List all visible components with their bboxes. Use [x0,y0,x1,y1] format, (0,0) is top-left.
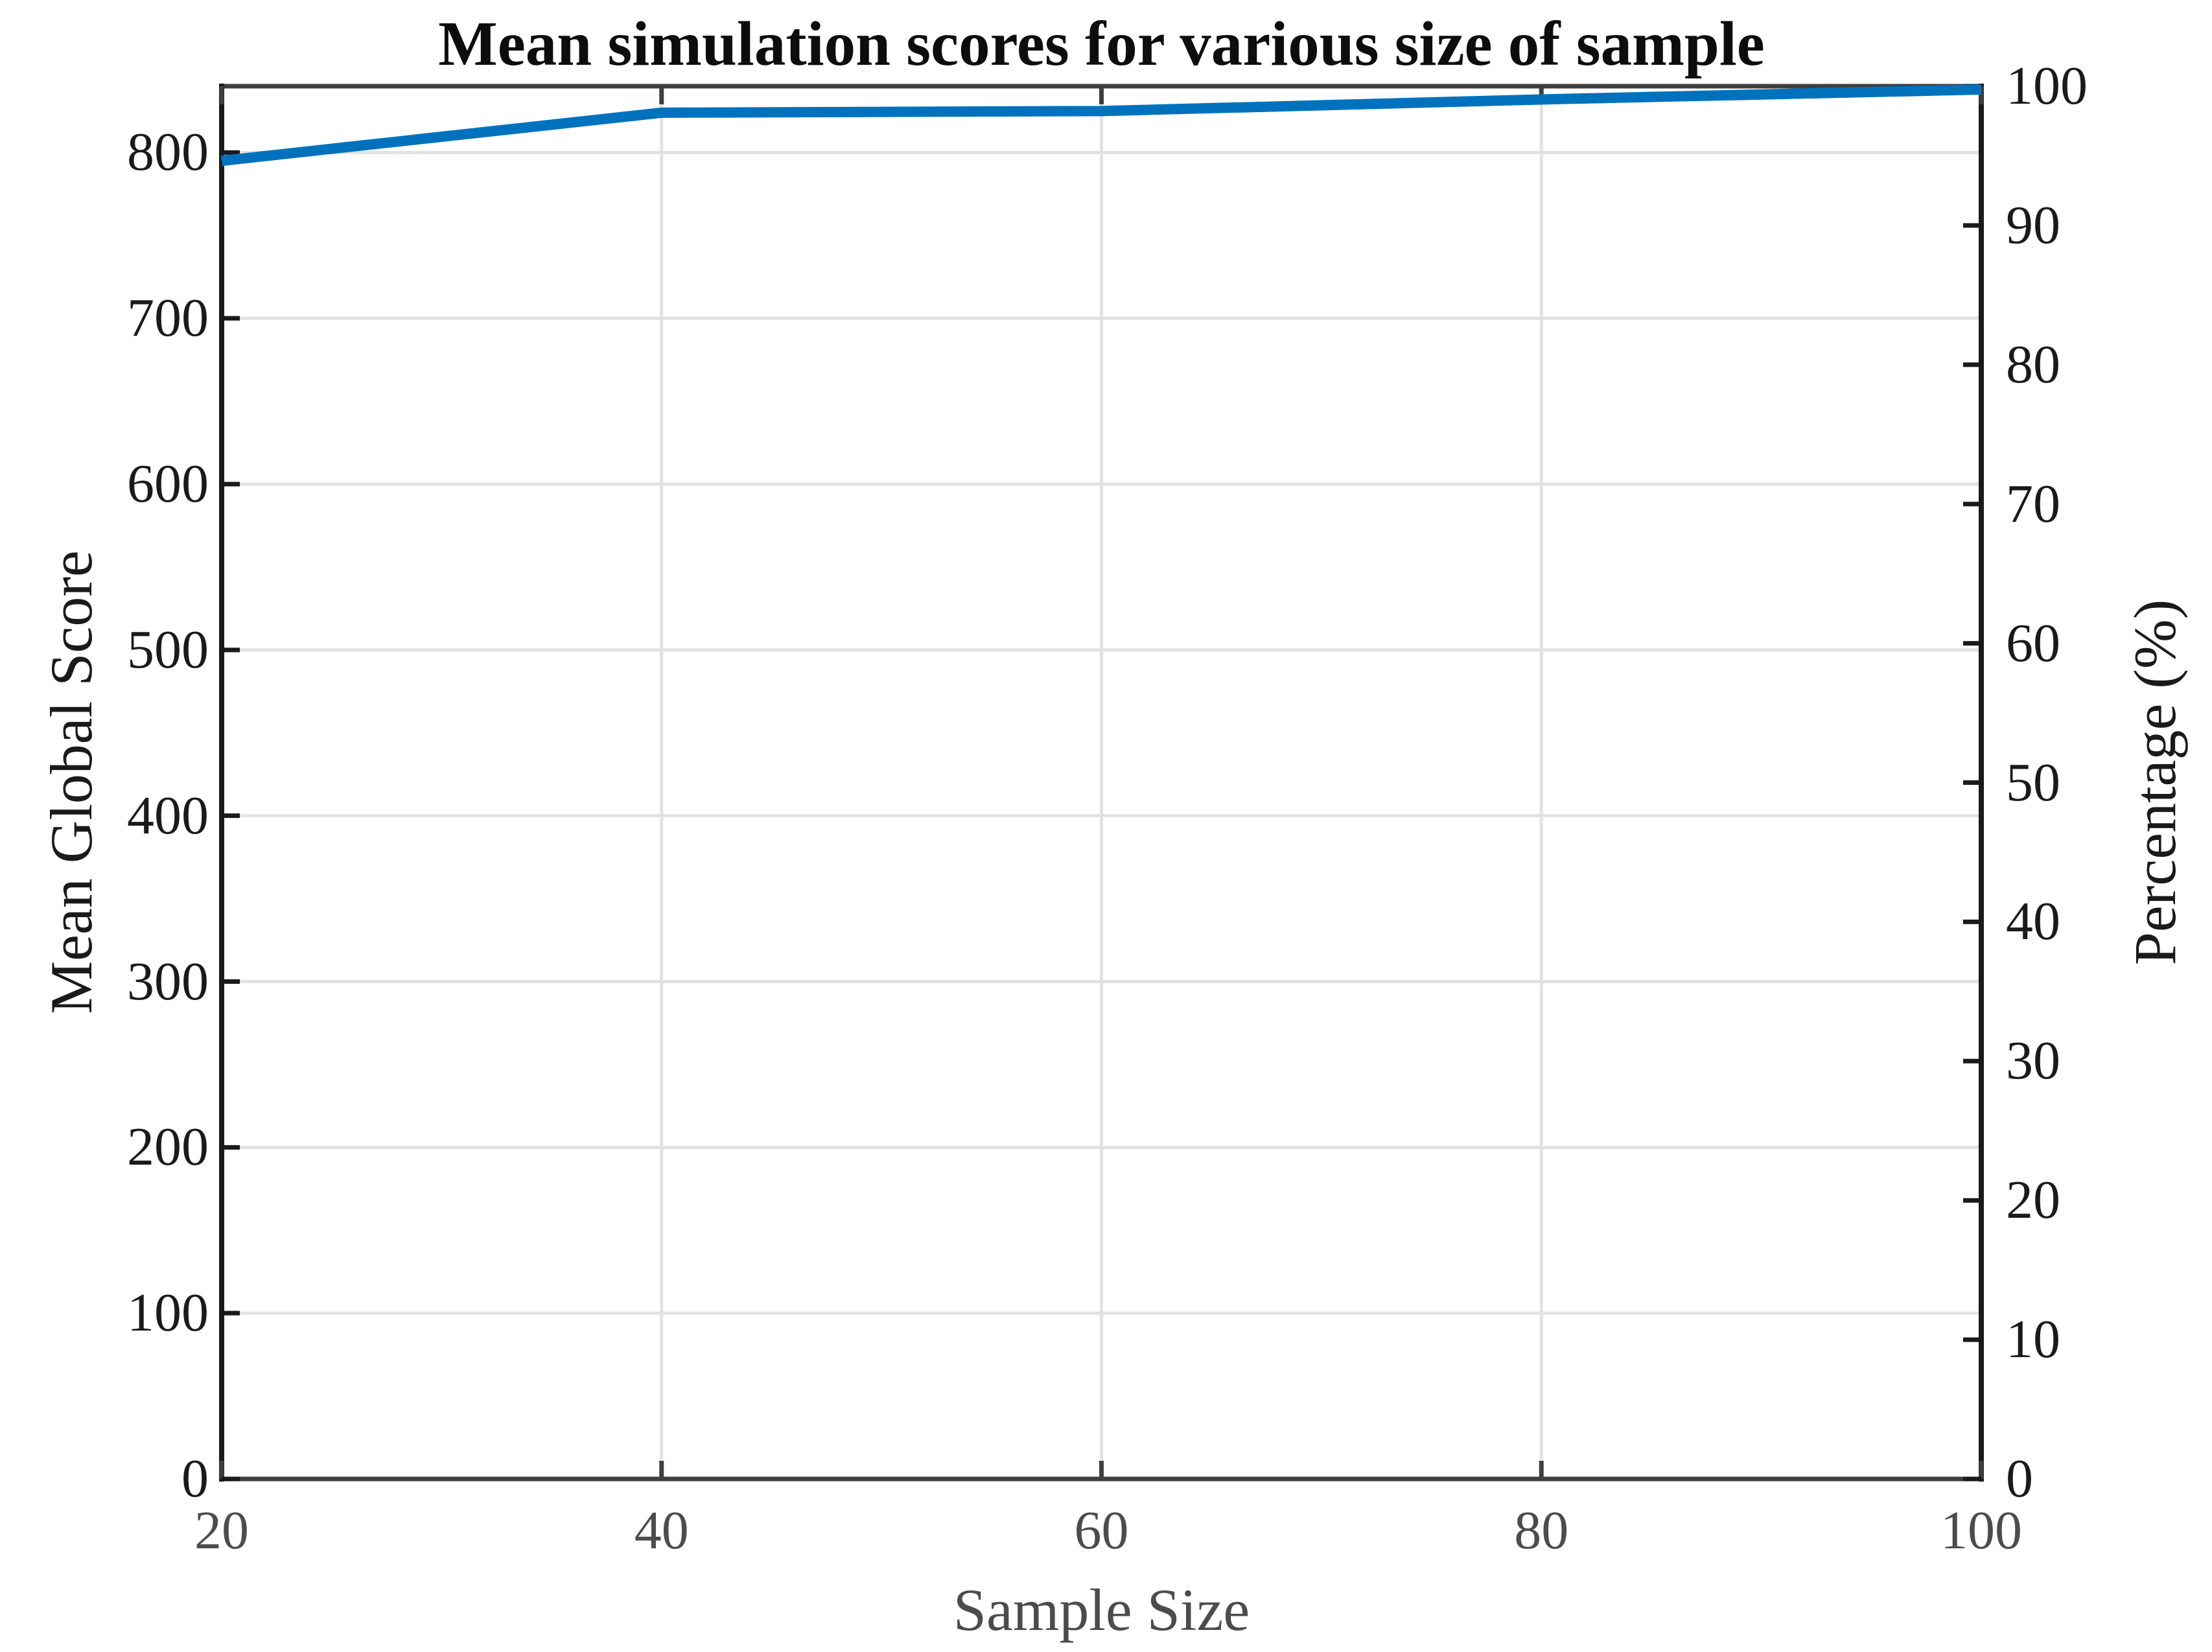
y-tick-label-left: 700 [127,288,209,349]
y-tick-label-right: 0 [2006,1448,2033,1509]
y-tick-label-left: 200 [127,1117,209,1178]
x-axis-label: Sample Size [953,1577,1250,1643]
y-tick-label-right: 100 [2006,56,2088,116]
chart-title: Mean simulation scores for various size … [438,9,1765,78]
y-tick-label-left: 400 [127,785,209,846]
y-tick-label-left: 0 [181,1448,209,1509]
x-tick-label: 60 [1074,1500,1129,1561]
y-tick-label-right: 20 [2006,1170,2060,1231]
y-tick-label-left: 100 [127,1283,209,1344]
y-tick-label-right: 70 [2006,473,2060,534]
y-tick-label-left: 800 [127,122,209,183]
y-tick-label-left: 300 [127,951,209,1012]
x-tick-label: 80 [1514,1500,1569,1561]
x-tick-label: 100 [1940,1500,2022,1561]
score-line [221,84,1982,167]
y-tick-label-right: 80 [2006,334,2060,395]
y-tick-label-right: 50 [2006,752,2060,813]
y-axis-label-right: Percentage (%) [2122,599,2188,966]
y-tick-label-right: 90 [2006,194,2060,255]
y-tick-label-left: 600 [127,454,209,514]
x-tick-label: 20 [194,1500,249,1561]
y-tick-label-right: 60 [2006,612,2060,673]
y-tick-label-right: 40 [2006,891,2060,952]
y-tick-label-right: 10 [2006,1309,2060,1370]
y-tick-label-left: 500 [127,619,209,680]
y-tick-label-right: 30 [2006,1030,2060,1091]
x-tick-label: 40 [634,1500,689,1561]
